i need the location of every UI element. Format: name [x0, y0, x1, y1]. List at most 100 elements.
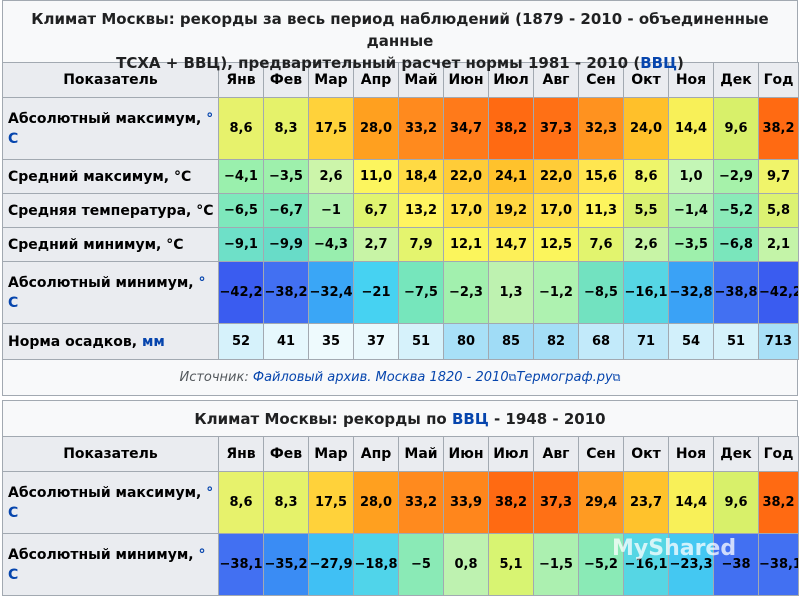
value-cell: 1,0: [668, 159, 714, 194]
value-cell: 28,0: [353, 97, 399, 160]
value-cell: −9,1: [218, 227, 264, 262]
month-header: Июл: [488, 62, 534, 98]
row-label: Средний минимум, °С: [2, 227, 219, 262]
table1-header-row: Показатель Янв Фев Мар Апр Май Июн Июл Авг Сен Ок…: [2, 62, 799, 98]
source-line: Источник: Файловый архив. Москва 1820 - …: [2, 360, 798, 396]
table1-caption: Климат Москвы: рекорды за весь период на…: [2, 0, 798, 72]
month-header: Ноя: [668, 62, 714, 98]
table-row: Абсолютный минимум, ° С −42,2 −38,2 −32,4 −2…: [2, 261, 799, 324]
value-cell: −1,4: [668, 193, 714, 228]
month-header: Июн: [443, 436, 489, 472]
value-cell: −32,4: [308, 261, 354, 324]
vvc-link[interactable]: ВВЦ: [640, 54, 677, 72]
climate-table-1: Показатель Янв Фев Мар Апр Май Июн Июл Авг Сен Ок…: [2, 62, 799, 360]
month-header: Июн: [443, 62, 489, 98]
value-cell: −35,2: [263, 533, 309, 596]
value-cell: 9,7: [758, 159, 799, 194]
value-cell: 34,7: [443, 97, 489, 160]
value-cell: 54: [668, 323, 714, 360]
month-header: Апр: [353, 62, 399, 98]
value-cell: 8,3: [263, 97, 309, 160]
value-cell: 52: [218, 323, 264, 360]
value-cell: 37,3: [533, 97, 579, 160]
value-cell: −21: [353, 261, 399, 324]
table-row: Абсолютный минимум, ° С −38,1 −35,2 −27,9 −1…: [2, 533, 799, 596]
value-cell: −23,3: [668, 533, 714, 596]
value-cell: 24,0: [623, 97, 669, 160]
value-cell: −4,3: [308, 227, 354, 262]
value-cell: 8,6: [218, 471, 264, 534]
month-header: Сен: [578, 436, 624, 472]
value-cell: 6,7: [353, 193, 399, 228]
value-cell: −5: [398, 533, 444, 596]
table2-caption: Климат Москвы: рекорды по ВВЦ - 1948 - 2…: [2, 400, 798, 436]
value-cell: −6,5: [218, 193, 264, 228]
row-label: Абсолютный минимум, ° С: [2, 533, 219, 596]
value-cell: 5,5: [623, 193, 669, 228]
value-cell: −3,5: [263, 159, 309, 194]
month-header: Дек: [713, 436, 759, 472]
vvc-link-2[interactable]: ВВЦ: [451, 410, 489, 428]
unit-link[interactable]: ° С: [8, 546, 206, 583]
value-cell: 68: [578, 323, 624, 360]
table1-title-line2: ТСХА + ВВЦ), предварительный расчет норм…: [116, 54, 684, 72]
unit-link[interactable]: мм: [141, 333, 165, 350]
value-cell: 85: [488, 323, 534, 360]
value-cell: −38,1: [218, 533, 264, 596]
row-label: Абсолютный минимум, ° С: [2, 261, 219, 324]
value-cell: 8,3: [263, 471, 309, 534]
watermark-logo: MyShared: [612, 536, 737, 561]
value-cell: 17,0: [533, 193, 579, 228]
value-cell: −2,9: [713, 159, 759, 194]
value-cell: 38,2: [488, 471, 534, 534]
value-cell: −5,2: [713, 193, 759, 228]
month-header: Май: [398, 62, 444, 98]
value-cell: 15,6: [578, 159, 624, 194]
value-cell: 0,8: [443, 533, 489, 596]
month-header: Фев: [263, 436, 309, 472]
value-cell: 2,6: [623, 227, 669, 262]
value-cell: 80: [443, 323, 489, 360]
value-cell: −1,5: [533, 533, 579, 596]
indicator-header: Показатель: [2, 62, 219, 98]
value-cell: −3,5: [668, 227, 714, 262]
value-cell: 11,3: [578, 193, 624, 228]
month-header: Мар: [308, 436, 354, 472]
table-row: Абсолютный максимум, ° С 8,6 8,3 17,5 28,0 33…: [2, 471, 799, 534]
unit-link[interactable]: ° С: [8, 484, 214, 521]
climate-table-2: Показатель Янв Фев Мар Апр Май Июн Июл Авг Сен Ок…: [2, 436, 799, 596]
source-link-archive[interactable]: Файловый архив. Москва 1820 - 2010: [252, 370, 509, 385]
value-cell: 11,0: [353, 159, 399, 194]
value-cell: 23,7: [623, 471, 669, 534]
value-cell: −8,5: [578, 261, 624, 324]
value-cell: 38,2: [758, 471, 799, 534]
unit-link[interactable]: ° С: [8, 110, 214, 147]
value-cell: −38: [713, 533, 759, 596]
value-cell: −38,2: [263, 261, 309, 324]
value-cell: 32,3: [578, 97, 624, 160]
value-cell: −18,8: [353, 533, 399, 596]
month-header: Ноя: [668, 436, 714, 472]
value-cell: −9,9: [263, 227, 309, 262]
table-row: Абсолютный максимум, ° С 8,6 8,3 17,5 28,0 33…: [2, 97, 799, 160]
row-label: Норма осадков, мм: [2, 323, 219, 360]
value-cell: 14,4: [668, 97, 714, 160]
value-cell: 51: [398, 323, 444, 360]
month-header: Авг: [533, 62, 579, 98]
value-cell: 7,9: [398, 227, 444, 262]
value-cell: 14,4: [668, 471, 714, 534]
row-label: Абсолютный максимум, ° С: [2, 97, 219, 160]
value-cell: −7,5: [398, 261, 444, 324]
table-row: Средняя температура, °С −6,5 −6,7 −1 6,7 13,2…: [2, 193, 799, 228]
row-label: Средняя температура, °С: [2, 193, 219, 228]
row-label: Средний максимум, °С: [2, 159, 219, 194]
source-link-thermograph[interactable]: Термограф.ру: [516, 370, 613, 385]
value-cell: 18,4: [398, 159, 444, 194]
table-row: Средний минимум, °С −9,1 −9,9 −4,3 2,7 7,9 12,…: [2, 227, 799, 262]
external-link-icon: ⧉: [508, 371, 517, 384]
value-cell: −6,8: [713, 227, 759, 262]
value-cell: −38,8: [713, 261, 759, 324]
unit-link[interactable]: ° С: [8, 274, 206, 311]
value-cell: 713: [758, 323, 799, 360]
